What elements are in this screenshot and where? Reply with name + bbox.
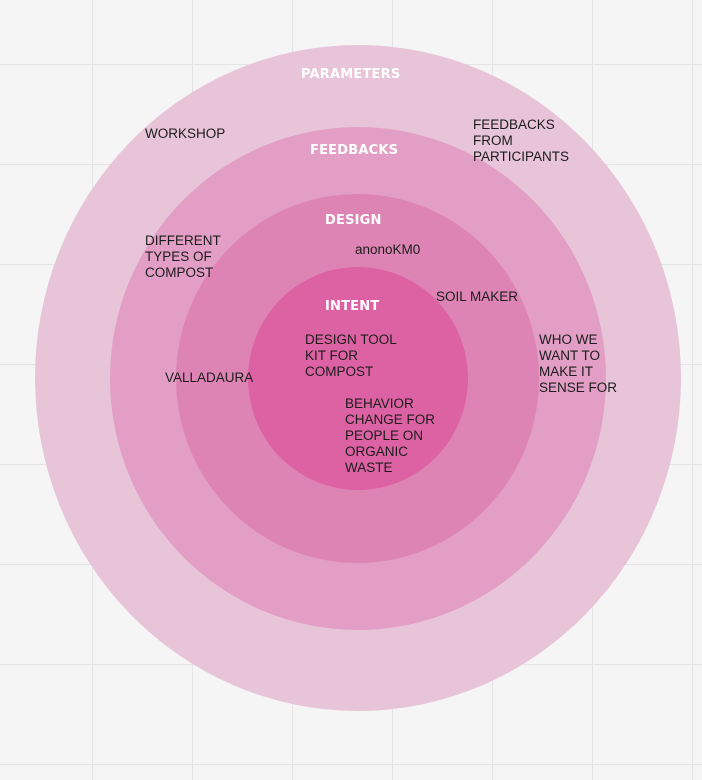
ring-label-parameters: PARAMETERS	[301, 67, 401, 82]
note-behavior-change[interactable]: BEHAVIOR CHANGE FOR PEOPLE ON ORGANIC WA…	[345, 396, 436, 475]
note-design-tool-kit-for-compost[interactable]: DESIGN TOOL KIT FOR COMPOST	[305, 332, 397, 379]
ring-label-feedbacks: FEEDBACKS	[310, 143, 399, 158]
note-valladaura[interactable]: VALLADAURA	[165, 370, 254, 385]
note-soil-maker[interactable]: SOIL MAKER	[436, 289, 519, 304]
note-anonokm0[interactable]: anonoKM0	[355, 242, 421, 257]
note-who-we-want-to-make-it-sense-for[interactable]: WHO WE WANT TO MAKE IT SENSE FOR	[539, 332, 618, 395]
ring-label-design: DESIGN	[325, 213, 382, 228]
note-different-types-of-compost[interactable]: DIFFERENT TYPES OF COMPOST	[145, 233, 221, 280]
note-feedbacks-from-participants[interactable]: FEEDBACKS FROM PARTICIPANTS	[473, 117, 570, 164]
ring-intent[interactable]	[248, 267, 468, 490]
note-workshop[interactable]: WORKSHOP	[145, 126, 226, 141]
ring-label-intent: INTENT	[325, 299, 380, 314]
